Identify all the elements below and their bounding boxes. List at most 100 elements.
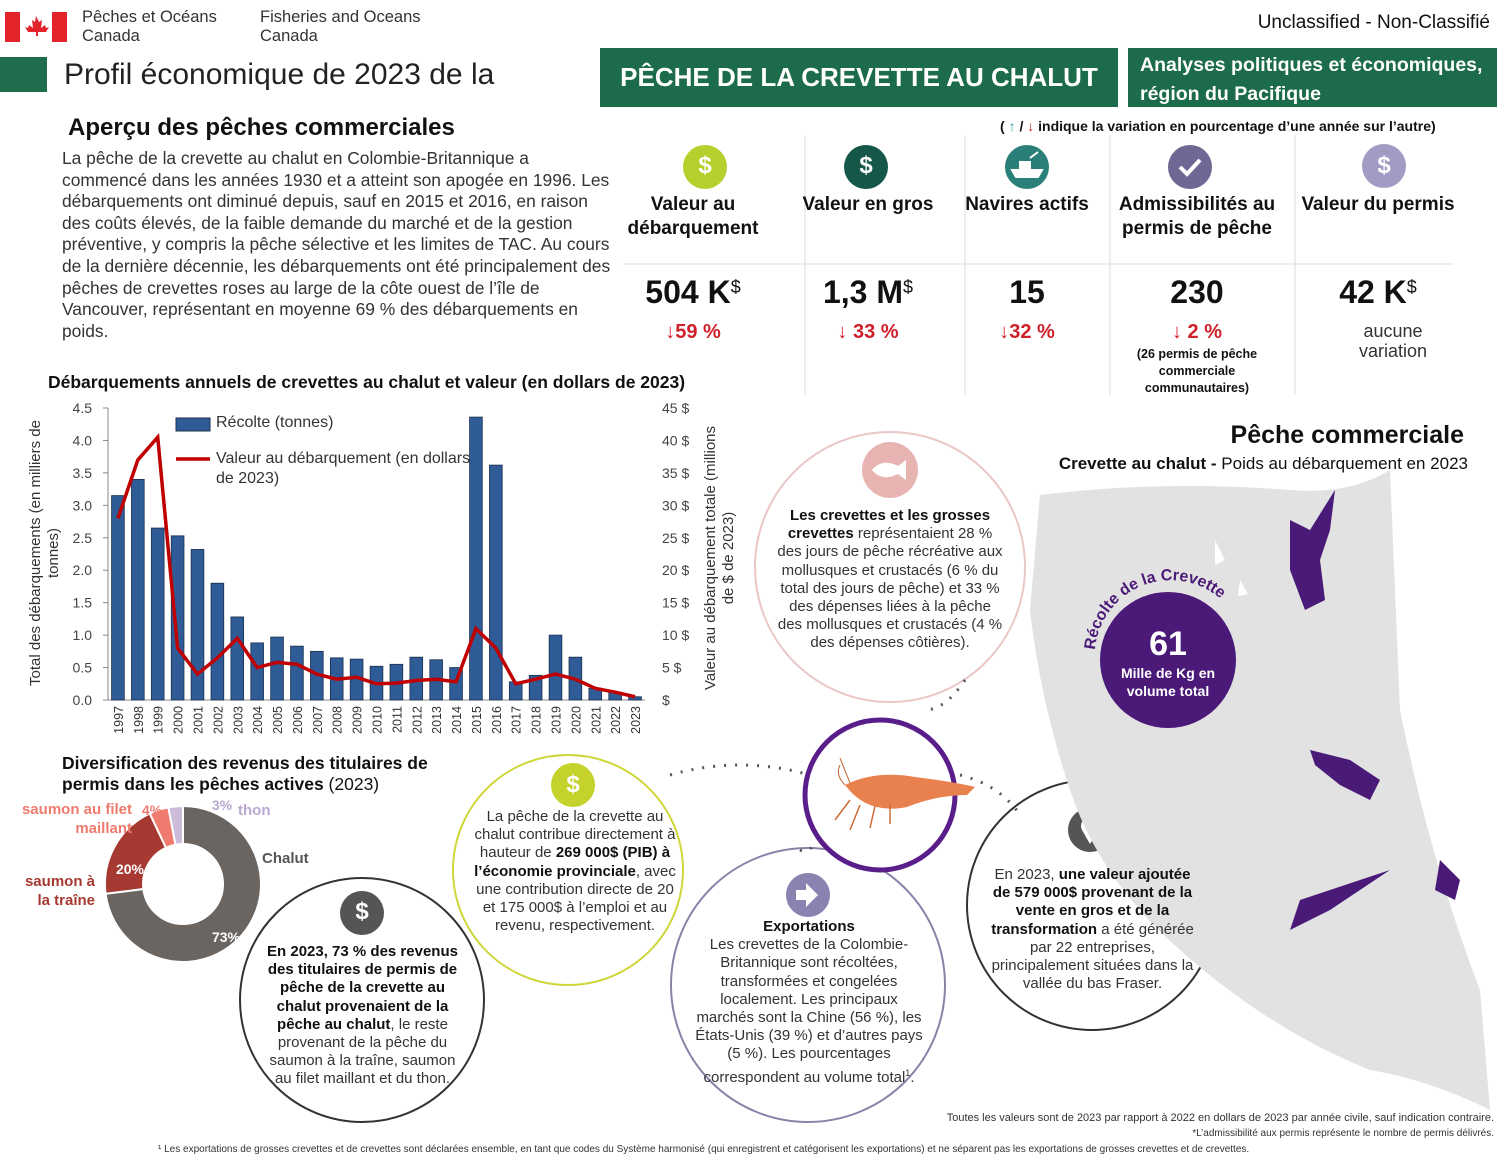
x-tick-label: 2016 [490,706,504,734]
y2-tick-label: 10 $ [662,627,689,643]
x-tick-label: 2012 [410,706,424,734]
classification: Unclassified - Non-Classifié [1257,12,1490,33]
arrow-glyph [796,883,818,907]
org-fr: Pêches et Océans Canada [82,8,217,45]
x-tick-label: 2004 [251,706,265,734]
callout-revenue: En 2023, 73 % des revenus des titulaires… [260,943,465,1089]
badge [1100,592,1236,728]
callout-recreational: Les crevettes et les grosses crevettes r… [775,507,1005,653]
callout-text: , avec une contribution directe de 20 et… [476,862,676,935]
callout-sup: 1 [905,1067,911,1078]
bar [170,535,185,701]
metric-value: 15 [942,274,1112,311]
chart-subtitle: (2023) [328,774,380,794]
bar [131,478,145,701]
y-tick-label: 4.0 [73,432,93,448]
bar [250,642,264,701]
category-label: saumon à la traîne [24,873,95,909]
x-tick-label: 2013 [430,706,444,734]
callout-text: Les crevettes de la Colombie-Britannique… [695,936,923,1086]
metric-change: ↓32 % [999,321,1055,343]
metric-value-text: 42 K [1339,274,1407,310]
legend-swatch [175,417,211,432]
callout-bold: 269 000$ (PIB) à l’économie provinciale [474,844,671,880]
badge-value: 61 [1149,625,1187,663]
y-tick-label: 1.5 [73,595,93,611]
callout-title: Exportations [763,918,855,935]
x-tick-label: 2010 [371,706,385,734]
map-subtitle-bold: Crevette au chalut - [1058,454,1217,473]
metric-unit: $ [730,277,741,297]
x-tick-label: 2006 [291,706,305,734]
x-tick-label: 2002 [211,706,225,734]
icon-licence-value [1362,144,1406,188]
connectors [669,679,1022,853]
x-tick-label: 2009 [351,706,365,734]
flag [5,12,67,42]
y2-tick-label: $ [662,692,670,708]
metric-change: ↓59 % [665,321,721,343]
overview-text: La pêche de la crevette au chalut en Col… [62,148,611,341]
callout-bold: une valeur ajoutée de 579 000$ provenant… [991,866,1193,938]
bar [489,464,503,701]
title-accent [0,57,47,92]
metric-value: 504 K$ [608,274,778,311]
metric-value-text: 1,3 M [822,274,903,310]
metric-icon-glyph: $ [698,152,712,179]
callout-circle [754,431,1026,703]
callout-icon-glyph: $ [355,898,369,925]
x-tick-label: 2023 [629,706,643,734]
y-tick-label: 3.5 [73,465,93,481]
metric-value-text: 504 K [645,274,731,310]
bar [190,549,205,701]
footer-note: Toutes les valeurs sont de 2023 par rapp… [946,1112,1494,1124]
metric-change: aucune variation [1358,321,1428,361]
callout-text: , le reste provenant de la pêche du saum… [269,1015,456,1088]
chart-title: Débarquements annuels de crevettes au ch… [48,372,686,392]
callout-value-added: En 2023, une valeur ajoutée de 579 000$ … [985,866,1200,993]
metric-dividers [623,135,1453,395]
x-tick-label: 2020 [569,706,583,734]
callout-icon [340,891,384,935]
metric-icon-glyph: $ [1377,152,1391,179]
data-label: 20% [116,861,145,877]
category-label: thon [238,802,271,819]
callout-text: En 2023, [994,866,1059,883]
fish-glyph [872,460,906,480]
y2-tick-label: 20 $ [662,562,689,578]
callout-bold: En 2023, 73 % des revenus des titulaires… [267,943,458,1033]
chart-title: Diversification des revenus des titulair… [62,753,442,795]
y-tick-label: 2.0 [73,562,93,578]
icon-wholesale [844,145,888,189]
callout-circle [239,877,485,1123]
x-tick-label: 2000 [172,706,186,734]
y-axis-title: Total des débarquements (en milliers de … [27,420,62,686]
map-subtitle-text: Poids au débarquement en 2023 [1216,454,1468,473]
bar [111,495,125,701]
metric-change: ↓ 33 % [837,321,899,343]
check-glyph [1178,158,1202,177]
legend-label: Récolte (tonnes) [216,414,334,431]
page-title: Profil économique de 2023 de la [64,58,495,91]
overview-heading: Aperçu des pêches commerciales [68,114,455,141]
y2-tick-label: 35 $ [662,465,689,481]
y2-tick-label: 40 $ [662,432,689,448]
unit-banner [1128,48,1497,107]
metric-label: Valeur du permis [1301,194,1455,215]
x-tick-label: 1997 [112,706,126,734]
fishery-title: PÊCHE DE LA CREVETTE AU CHALUT [620,62,1098,92]
metric-value-text: 230 [1170,274,1224,310]
donut-slice [104,804,262,963]
legend-text: indique la variation en pourcentage d’un… [1038,118,1436,134]
x-tick-label: 2019 [550,706,564,734]
map-title: Pêche commerciale [1230,421,1464,449]
donut-slice [167,804,184,846]
x-tick-label: 1999 [152,706,166,734]
y2-axis-title: Valeur au débarquement totale (millions … [702,425,737,691]
callout-text: . [910,1068,915,1086]
metrics-legend: ( ↑ / ↓ indique la variation en pourcent… [1000,118,1436,134]
data-label: 3% [212,797,233,813]
x-tick-label: 2022 [609,706,623,734]
callout-icon [551,763,595,807]
